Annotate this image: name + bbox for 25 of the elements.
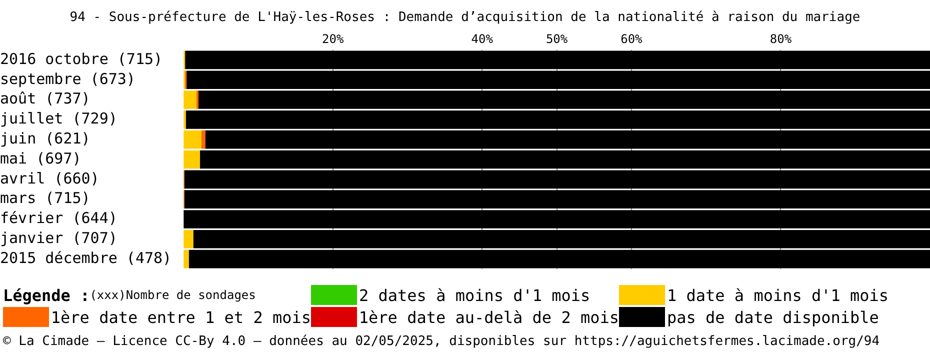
y-tick-label: 2015 décembre (478) (0, 248, 172, 267)
y-tick-label: juillet (729) (0, 110, 118, 128)
x-tick-label: 50% (546, 32, 568, 46)
legend-label: 2 dates à moins d'1 mois (359, 286, 590, 304)
legend-label: pas de date disponible (667, 308, 879, 326)
text: (xxx)Nombre de sondages (90, 288, 256, 302)
chart-title: 94 - Sous-préfecture de L'Haÿ-les-Roses : Demande d’acquisition de la nationalité à raison du mariage (70, 10, 860, 26)
text: © La Cimade — Licence CC-By 4.0 — données au 02/05/2025, disponibles sur https://aguichetsfermes.lacimade.org/94 (3, 334, 880, 349)
x-tick-label: 40% (471, 32, 494, 46)
x-tick-label: 80% (770, 32, 792, 46)
y-tick-label: février (644) (0, 209, 118, 228)
y-tick-label: janvier (707) (0, 229, 118, 248)
y-tick-label: avril (660) (0, 169, 100, 188)
y-tick-label: mai (697) (0, 149, 82, 168)
legend-label: 1 date à moins d'1 mois (667, 286, 889, 304)
legend-label: 1ère date entre 1 et 2 mois (50, 308, 311, 326)
legend-label: 1ère date au-delà de 2 mois (358, 308, 619, 326)
x-tick-label: 20% (322, 32, 344, 46)
y-tick-label: 2016 octobre (715) (0, 50, 163, 68)
y-tick-label: août (737) (0, 90, 90, 108)
y-tick-label: mars (715) (0, 189, 90, 208)
y-tick-label: septembre (673) (0, 70, 136, 88)
y-tick-label: juin (621) (0, 129, 90, 148)
x-tick-label: 60% (620, 32, 644, 46)
legend-title: Légende : (3, 286, 90, 304)
